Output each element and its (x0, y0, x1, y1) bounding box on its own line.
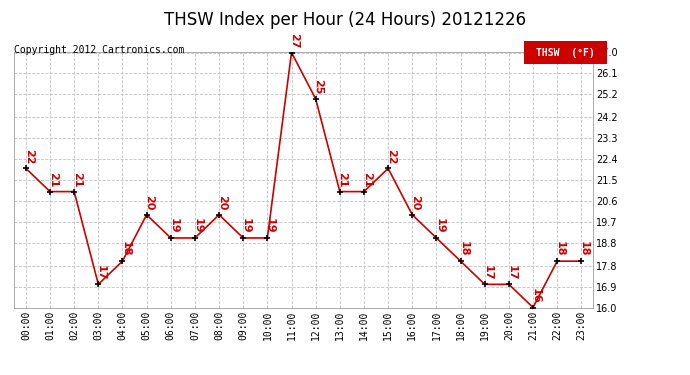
Text: 18: 18 (555, 242, 565, 257)
Text: 19: 19 (434, 218, 444, 234)
Text: 21: 21 (362, 172, 372, 188)
Text: 19: 19 (241, 218, 251, 234)
Text: 17: 17 (96, 265, 106, 280)
Text: 25: 25 (313, 80, 324, 95)
Text: 21: 21 (72, 172, 82, 188)
Text: 16: 16 (531, 288, 541, 303)
Text: 19: 19 (168, 218, 179, 234)
Text: THSW Index per Hour (24 Hours) 20121226: THSW Index per Hour (24 Hours) 20121226 (164, 11, 526, 29)
Text: 20: 20 (410, 195, 420, 211)
Text: 19: 19 (193, 218, 203, 234)
Text: Copyright 2012 Cartronics.com: Copyright 2012 Cartronics.com (14, 45, 184, 55)
Text: THSW  (°F): THSW (°F) (536, 48, 595, 57)
Text: 21: 21 (337, 172, 348, 188)
Text: 18: 18 (579, 242, 589, 257)
Text: 18: 18 (458, 242, 469, 257)
Text: 19: 19 (265, 218, 275, 234)
Text: 27: 27 (289, 33, 299, 48)
Text: 22: 22 (23, 149, 34, 164)
Text: 21: 21 (48, 172, 58, 188)
Text: 22: 22 (386, 149, 396, 164)
Text: 17: 17 (506, 265, 517, 280)
Text: 18: 18 (120, 242, 130, 257)
Text: 20: 20 (217, 195, 227, 211)
Text: 17: 17 (482, 265, 493, 280)
Text: 20: 20 (144, 195, 155, 211)
